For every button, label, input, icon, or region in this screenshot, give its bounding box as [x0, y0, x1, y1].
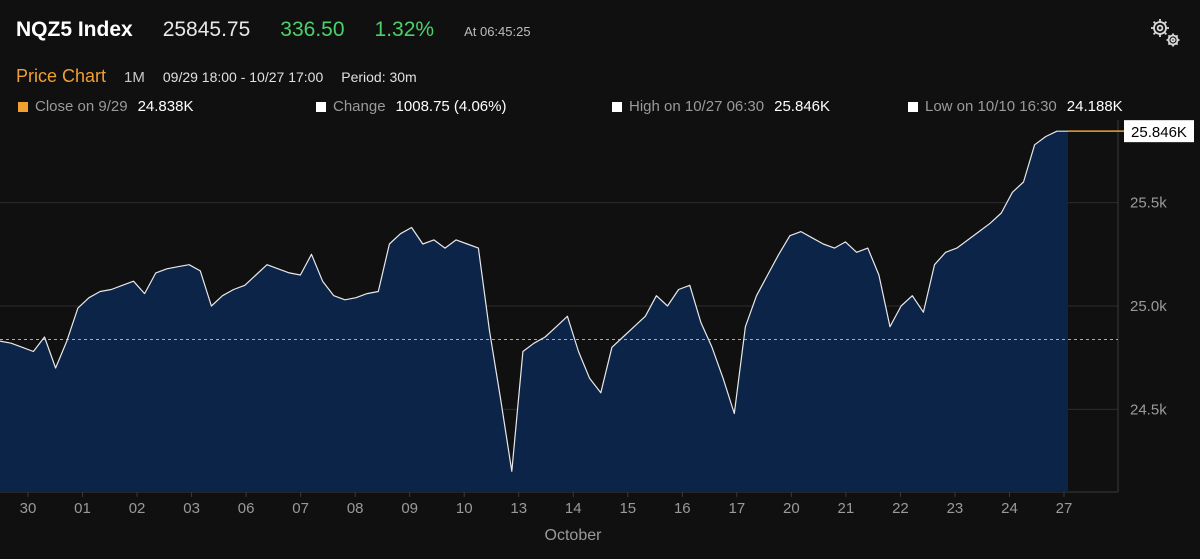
x-tick-label: 03	[183, 500, 200, 517]
x-tick-label: 23	[947, 500, 964, 517]
last-price: 25845.75	[162, 18, 251, 41]
x-tick-label: 27	[1056, 500, 1073, 517]
gear-icon[interactable]	[1148, 16, 1184, 50]
price-chart[interactable]: 24.5k 25.0k 25.5k 25.846K 30 01 02 03 06 07 08 09 10…	[0, 120, 1200, 559]
x-tick-label: 17	[728, 500, 745, 517]
x-tick-label: 10	[456, 500, 473, 517]
chart-subheader: Price Chart 1M 09/29 18:00 - 10/27 17:00…	[16, 66, 417, 87]
last-value-box	[1124, 120, 1194, 143]
y-tick-label: 25.5k	[1130, 195, 1167, 212]
x-tick-label: 21	[838, 500, 855, 517]
x-tick-label: 09	[401, 500, 418, 517]
chart-title: Price Chart	[16, 66, 107, 86]
x-tick-label: 24	[1001, 500, 1018, 517]
x-month-label: October	[545, 527, 603, 544]
x-tick-label: 22	[892, 500, 909, 517]
stat-label: Change	[333, 98, 386, 115]
stat-value: 24.188K	[1066, 98, 1123, 115]
range-selector[interactable]: 1M	[124, 69, 145, 86]
legend-swatch	[18, 101, 28, 112]
percent-change: 1.32%	[374, 18, 435, 41]
stat-value: 1008.75 (4.06%)	[395, 98, 507, 115]
as-of-time: At 06:45:25	[464, 24, 531, 39]
stat-change: Change 1008.75 (4.06%)	[316, 98, 506, 115]
x-tick-label: 06	[238, 500, 255, 517]
x-tick-label: 07	[292, 500, 309, 517]
stat-low: Low on 10/10 16:30 24.188K	[908, 98, 1123, 115]
net-change: 336.50	[280, 18, 345, 41]
x-tick-label: 16	[674, 500, 691, 517]
stat-label: High on 10/27 06:30	[629, 98, 765, 115]
stat-value: 24.838K	[137, 98, 194, 115]
x-tick-label: 13	[510, 500, 527, 517]
legend-swatch	[612, 101, 622, 112]
stat-label: Close on 9/29	[35, 98, 128, 115]
legend-swatch	[316, 101, 326, 112]
x-tick-label: 02	[129, 500, 146, 517]
x-tick-label: 15	[619, 500, 636, 517]
x-tick-label: 30	[20, 500, 37, 517]
period-selector[interactable]: Period: 30m	[341, 69, 417, 85]
x-tick-label: 01	[74, 500, 91, 517]
x-tick-label: 08	[347, 500, 364, 517]
x-tick-label: 20	[783, 500, 800, 517]
stat-high: High on 10/27 06:30 25.846K	[612, 98, 830, 115]
ticker-symbol[interactable]: NQZ5 Index	[16, 18, 133, 41]
x-tick-label: 14	[565, 500, 582, 517]
legend-swatch	[908, 101, 918, 112]
date-range: 09/29 18:00 - 10/27 17:00	[162, 69, 324, 85]
y-tick-label: 24.5k	[1130, 401, 1167, 418]
price-line	[0, 130, 1068, 472]
price-area	[0, 131, 1068, 492]
header: NQZ5 Index 25845.75 336.50 1.32% At 06:4…	[16, 18, 531, 48]
y-tick-label: 25.0k	[1130, 298, 1167, 315]
last-value-label: 25.846K	[1131, 124, 1187, 141]
stat-label: Low on 10/10 16:30	[925, 98, 1057, 115]
stat-value: 25.846K	[774, 98, 831, 115]
stat-close: Close on 9/29 24.838K	[18, 98, 193, 115]
